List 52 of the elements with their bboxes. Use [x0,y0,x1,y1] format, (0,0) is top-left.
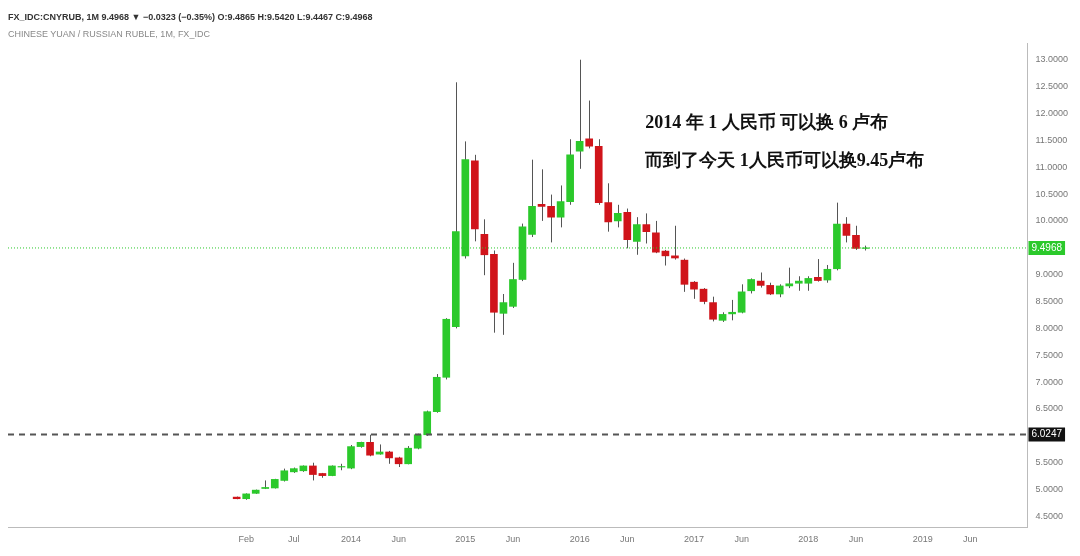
x-tick-label: Jun [734,534,749,545]
candlestick [709,296,717,322]
x-tick-label: 2014 [340,534,362,545]
y-tick-label: 11.0000 [1035,161,1068,172]
candlestick [585,100,594,149]
candlestick [814,258,822,283]
ref-line-label: 9.4968 [1031,241,1063,253]
annotation: 2014 年 1 人民币 可以换 6 卢布 [645,111,889,132]
x-tick-label: 2016 [569,534,590,545]
chart-title: CHINESE YUAN / RUSSIAN RUBLE, 1M, FX_IDC [8,28,211,39]
chart-subtitle: FX_IDC:CNYRUB, 1M 9.4968 ▼ −0.0323 (−0.35%) O:9.4865 H:9.5420 L:9.4467 C:9.4968 [8,11,373,22]
x-tick-label: 2015 [455,534,476,545]
y-tick-label: 10.0000 [1035,215,1069,226]
x-tick-label: Feb [238,534,254,545]
x-tick-label: Jun [505,534,521,545]
y-tick-label: 7.5000 [1035,349,1063,360]
candlestick [852,225,860,251]
candlestick [499,293,508,336]
y-tick-label: 8.5000 [1035,296,1063,306]
candlestick [556,184,565,228]
ref-line-label: 6.0247 [1031,428,1063,440]
candlestick [642,212,651,244]
x-tick-label: Jun [391,534,406,545]
candlestick [537,168,546,222]
x-tick-label: 2017 [683,534,705,545]
y-tick-label: 13.0000 [1035,54,1069,65]
candlestick [652,220,660,254]
y-tick-label: 9.0000 [1035,269,1063,280]
candlestick [842,216,851,243]
x-tick-label: Jul [288,534,300,545]
y-tick-label: 12.5000 [1035,81,1069,92]
x-tick-label: 2018 [798,534,819,545]
y-tick-label: 7.0000 [1035,376,1063,387]
y-tick-label: 11.5000 [1035,134,1068,145]
y-tick-label: 6.5000 [1035,403,1063,414]
candlestick [613,204,622,228]
candlestick [728,299,736,321]
y-tick-label: 4.5000 [1035,510,1063,521]
x-tick-label: 2019 [912,534,933,545]
x-tick-label: Jun [963,534,978,545]
x-tick-label: Jun [620,534,635,545]
y-tick-label: 5.5000 [1035,457,1063,468]
candlestick [547,194,555,243]
annotation: 而到了今天 1人民币可以换9.45卢布 [644,149,925,170]
candlestick [785,267,794,289]
y-tick-label: 10.5000 [1035,188,1069,199]
candlestick [347,444,355,470]
x-tick-label: Jun [848,534,864,545]
candlestick [737,283,746,314]
y-tick-label: 12.0000 [1035,107,1069,118]
y-tick-label: 8.0000 [1035,322,1063,333]
y-tick-label: 5.0000 [1035,484,1063,495]
